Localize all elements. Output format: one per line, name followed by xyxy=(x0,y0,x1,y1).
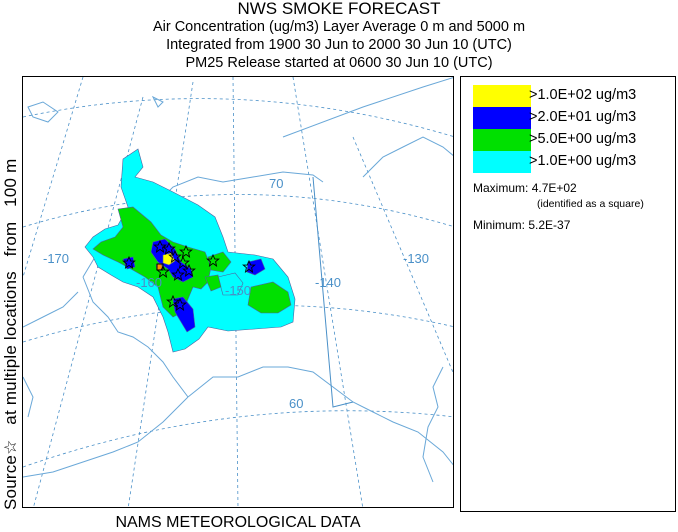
legend-label: >5.0E+00 ug/m3 xyxy=(529,131,637,147)
alaska-canada-border xyxy=(312,176,354,408)
wrangel-island xyxy=(27,101,59,123)
source-star-icon xyxy=(179,244,193,258)
latitude-line-65 xyxy=(23,304,453,343)
source-markers xyxy=(122,239,256,311)
legend-label: >2.0E+01 ug/m3 xyxy=(529,109,637,125)
longitude-line-170 xyxy=(33,96,144,507)
bc-coast xyxy=(422,366,444,483)
longitude-line-130 xyxy=(352,136,453,374)
source-star-icon xyxy=(156,264,170,278)
concentration-over-20-south xyxy=(172,296,196,333)
canadian-arctic-coast xyxy=(282,77,453,138)
maximum-note: (identified as a square) xyxy=(537,198,644,210)
source-star-icon xyxy=(153,239,167,253)
legend-panel: >1.0E+02 ug/m3 >2.0E+01 ug/m3 >5.0E+00 u… xyxy=(460,76,676,512)
lat-label-60: 60 xyxy=(289,396,303,411)
arctic-islet xyxy=(151,95,164,108)
lon-label-150: -150 xyxy=(225,283,251,298)
source-star-icon xyxy=(162,241,176,255)
source-star-icon xyxy=(182,263,196,277)
lon-label-160: -160 xyxy=(136,275,162,290)
concentration-over-5-ring xyxy=(204,274,222,292)
legend-label: >1.0E+02 ug/m3 xyxy=(529,87,637,103)
source-star-icon xyxy=(122,255,136,269)
legend-swatch xyxy=(473,151,531,173)
source-star-icon xyxy=(168,249,182,263)
legend-label: >1.0E+00 ug/m3 xyxy=(529,153,637,169)
aleutian-chain xyxy=(23,396,189,478)
data-source-footer: NAMS METEOROLOGICAL DATA xyxy=(115,514,361,531)
concentration-subtitle: Air Concentration (ug/m3) Layer Average … xyxy=(152,19,526,35)
source-star-icon xyxy=(206,253,220,267)
source-star-icon xyxy=(171,267,185,281)
longitude-line-180 xyxy=(23,77,84,278)
maximum-value: 4.7E+02 xyxy=(531,181,577,195)
legend-swatch xyxy=(473,85,531,107)
source-side-label: Source☆ at multiple locations from 100 m xyxy=(0,70,22,510)
west-coast xyxy=(82,276,189,398)
source-star-icon xyxy=(173,297,187,311)
longitude-line-140 xyxy=(292,77,364,507)
source-star-icon xyxy=(166,294,180,308)
maximum-label: Maximum: xyxy=(473,181,529,195)
minimum-readout: Minimum: 5.2E-37 xyxy=(473,218,570,232)
latitude-line-60 xyxy=(23,410,453,468)
forecast-title: NWS SMOKE FORECAST xyxy=(237,0,441,18)
source-locations: at multiple locations xyxy=(1,271,20,425)
graticule xyxy=(23,77,453,507)
source-from: from xyxy=(1,221,20,257)
minimum-label: Minimum: xyxy=(473,218,526,232)
minimum-value: 5.2E-37 xyxy=(528,218,571,232)
source-star-icon xyxy=(176,255,190,269)
source-height: 100 m xyxy=(1,158,20,207)
source-star-icon: ☆ xyxy=(1,439,20,455)
legend-swatch xyxy=(473,129,531,151)
release-info: PM25 Release started at 0600 30 Jun 10 (… xyxy=(185,55,493,71)
latitude-line-80 xyxy=(23,98,453,137)
maximum-readout: Maximum: 4.7E+02 xyxy=(473,181,577,195)
lon-label-130: -130 xyxy=(403,251,429,266)
source-word: Source xyxy=(1,454,20,510)
south-coast xyxy=(187,366,453,466)
latitude-line-70 xyxy=(23,194,453,228)
smoke-map: -170 -160 -150 -140 -130 70 60 xyxy=(22,76,454,508)
concentration-over-1-patch xyxy=(217,272,244,296)
source-star-icon xyxy=(242,259,256,273)
siberia-coast xyxy=(23,291,79,328)
integration-period: Integrated from 1900 30 Jun to 2000 30 J… xyxy=(166,37,512,53)
map-canvas: -170 -160 -150 -140 -130 70 60 xyxy=(23,77,453,507)
lon-label-140: -140 xyxy=(315,275,341,290)
concentration-over-5-east xyxy=(247,281,292,314)
canada-north xyxy=(362,136,453,178)
lat-label-70: 70 xyxy=(269,176,283,191)
lon-label-170: -170 xyxy=(43,251,69,266)
legend-swatch xyxy=(473,107,531,129)
far-west-coast xyxy=(23,376,34,418)
